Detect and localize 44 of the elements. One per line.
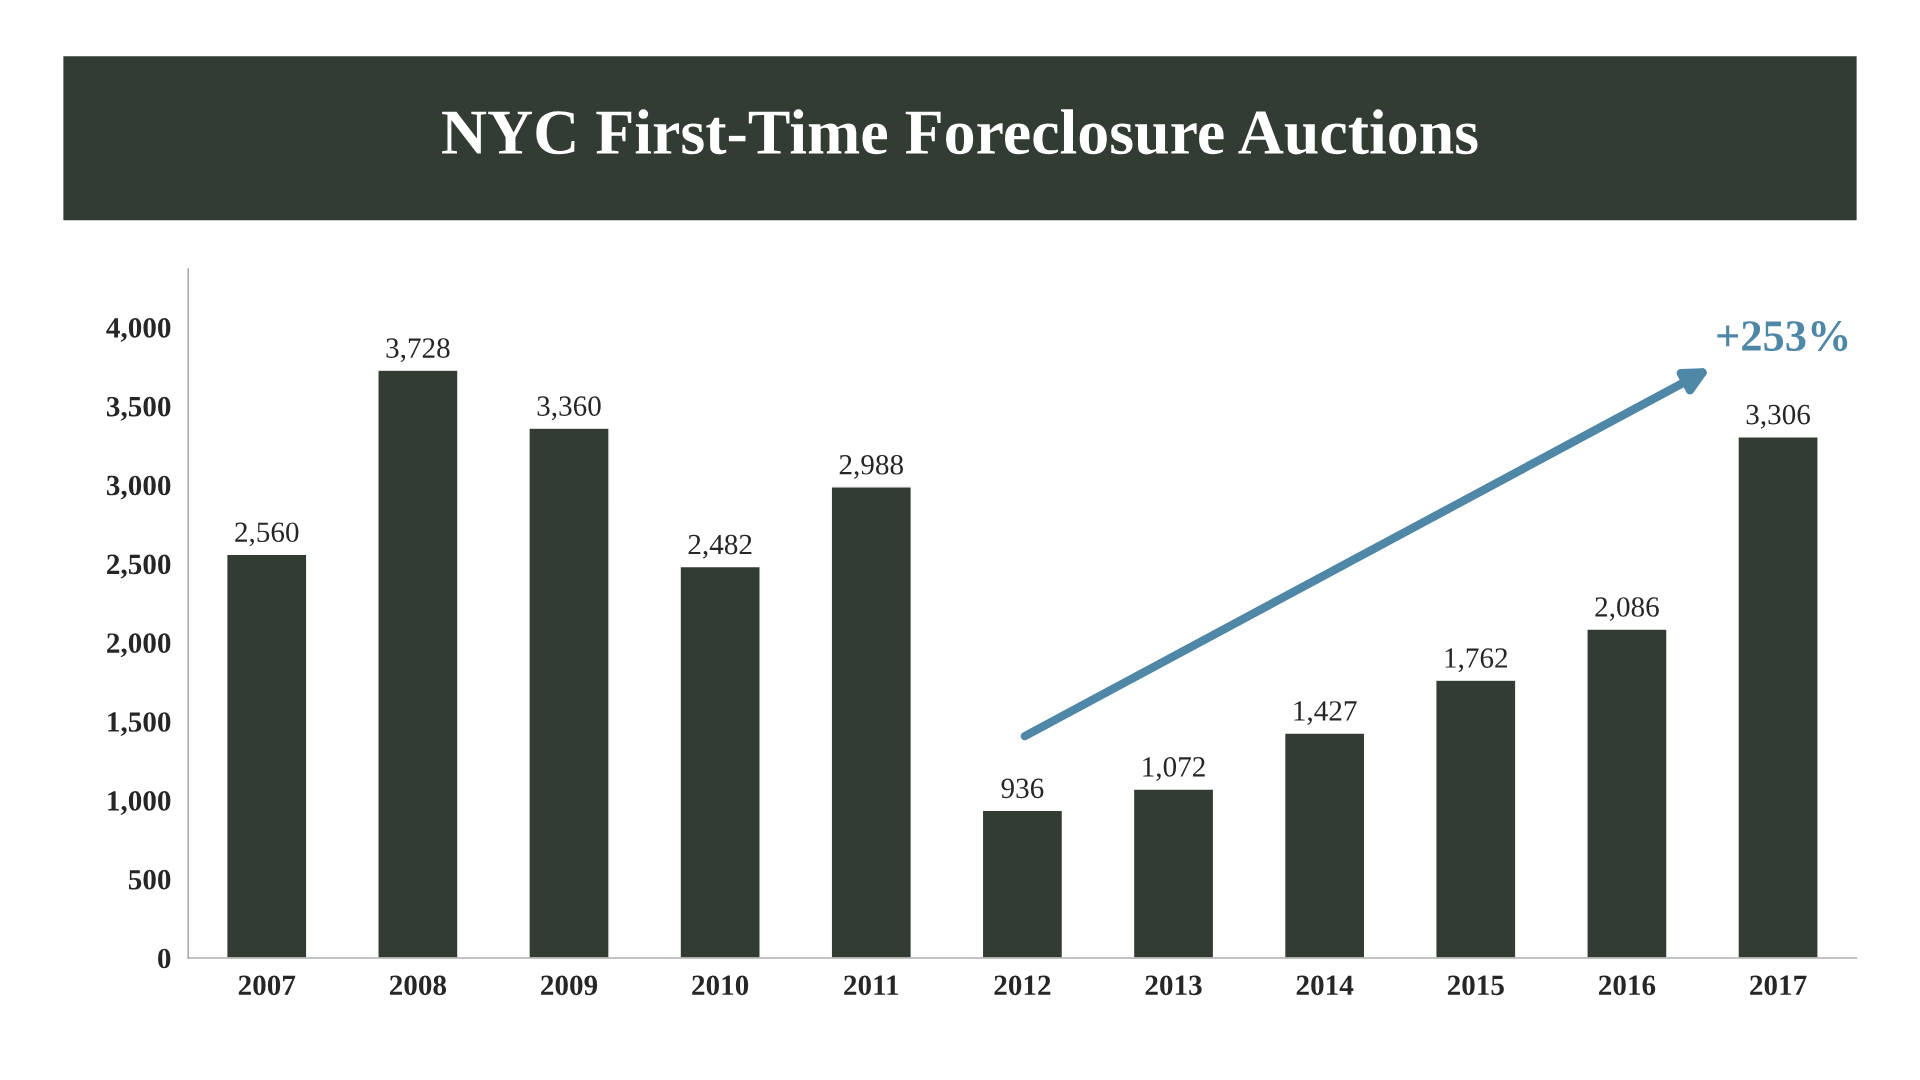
y-tick-label: 3,500	[106, 396, 171, 421]
bar	[1435, 679, 1517, 958]
x-tick-label: 2010	[692, 975, 749, 996]
annotation: +253%	[1717, 321, 1848, 352]
bar	[226, 553, 308, 958]
data-label: 1,427	[1294, 701, 1357, 725]
x-tick-label: 2008	[389, 975, 447, 996]
y-tick-label: 1,000	[108, 791, 171, 815]
bar	[981, 809, 1064, 958]
x-tick-label: 2017	[1750, 975, 1807, 996]
bar	[679, 565, 761, 958]
bar	[1283, 732, 1366, 958]
y-tick-label: 1,500	[108, 712, 171, 737]
bar	[1737, 435, 1819, 958]
y-tick-label: 2,000	[107, 633, 171, 658]
data-label: 1,072	[1143, 757, 1205, 781]
x-tick-label: 2007	[238, 975, 296, 996]
bar	[377, 369, 459, 958]
data-label: 3,306	[1746, 404, 1810, 429]
y-tick-label: 3,000	[106, 475, 171, 500]
x-tick-label: 2016	[1598, 975, 1656, 996]
y-tick-label: 4,000	[106, 317, 171, 342]
x-tick-label: 2009	[541, 975, 598, 996]
y-tick-label: 2,500	[107, 554, 171, 579]
x-tick-label: 2015	[1447, 975, 1504, 996]
chart-title: NYC First-Time Foreclosure Auctions	[442, 109, 1478, 155]
x-tick-label: 2013	[1145, 975, 1202, 996]
y-tick-label: 500	[128, 869, 171, 890]
data-label: 3,360	[537, 396, 601, 421]
data-label: 936	[1001, 778, 1044, 799]
data-label: 1,762	[1445, 648, 1507, 673]
y-tick-label: 0	[158, 948, 171, 969]
data-label: 2,482	[688, 534, 752, 559]
bar	[830, 486, 913, 958]
data-label: 3,728	[386, 338, 450, 363]
data-label: 2,560	[235, 522, 299, 547]
data-label: 2,988	[839, 454, 903, 479]
x-tick-label: 2012	[994, 975, 1051, 996]
bar	[1132, 788, 1215, 958]
bar	[1586, 628, 1668, 958]
data-label: 2,086	[1595, 597, 1659, 622]
x-tick-label: 2011	[844, 975, 899, 996]
bar	[528, 427, 610, 958]
x-tick-label: 2014	[1296, 975, 1354, 996]
